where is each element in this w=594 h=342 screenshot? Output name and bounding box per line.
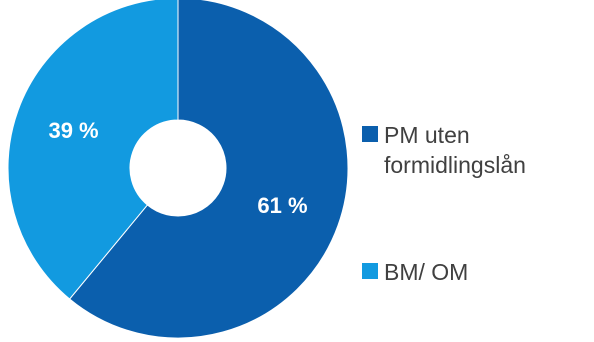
- legend-item-pm-uten-formidlingslan: PM uten formidlingslån: [362, 120, 589, 180]
- legend-item-bm-om: BM/ OM: [362, 257, 589, 287]
- legend-swatch-bm: [362, 263, 378, 279]
- legend-label-pm: PM uten formidlingslån: [384, 122, 526, 178]
- donut-data-labels: 61 % 39 %: [48, 118, 307, 218]
- data-label-bm-om: 39 %: [48, 118, 98, 143]
- legend-swatch-pm: [362, 126, 378, 142]
- donut-slices: [7, 0, 349, 339]
- donut-slice-bm-om: [7, 0, 179, 300]
- legend-label-bm: BM/ OM: [384, 259, 469, 285]
- data-label-pm-uten-formidlingsl-n: 61 %: [257, 193, 307, 218]
- donut-slice-pm-uten-formidlingsl-n: [68, 0, 349, 339]
